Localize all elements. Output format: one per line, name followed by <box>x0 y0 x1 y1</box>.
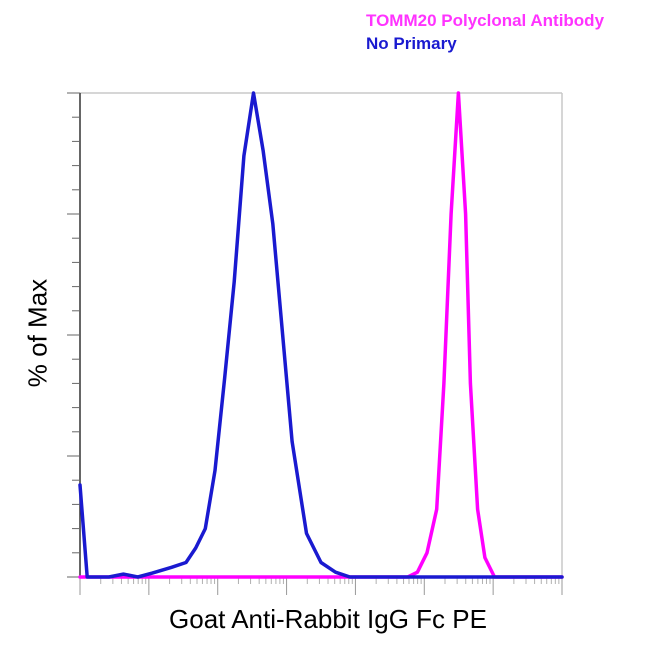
y-axis-label: % of Max <box>22 278 53 388</box>
x-axis-label: Goat Anti-Rabbit IgG Fc PE <box>169 604 487 634</box>
legend-entry-no-primary: No Primary <box>366 34 457 53</box>
series-line-0 <box>78 91 564 579</box>
legend-entry-tomm20: TOMM20 Polyclonal Antibody <box>366 11 605 30</box>
series-line-1 <box>78 91 564 579</box>
